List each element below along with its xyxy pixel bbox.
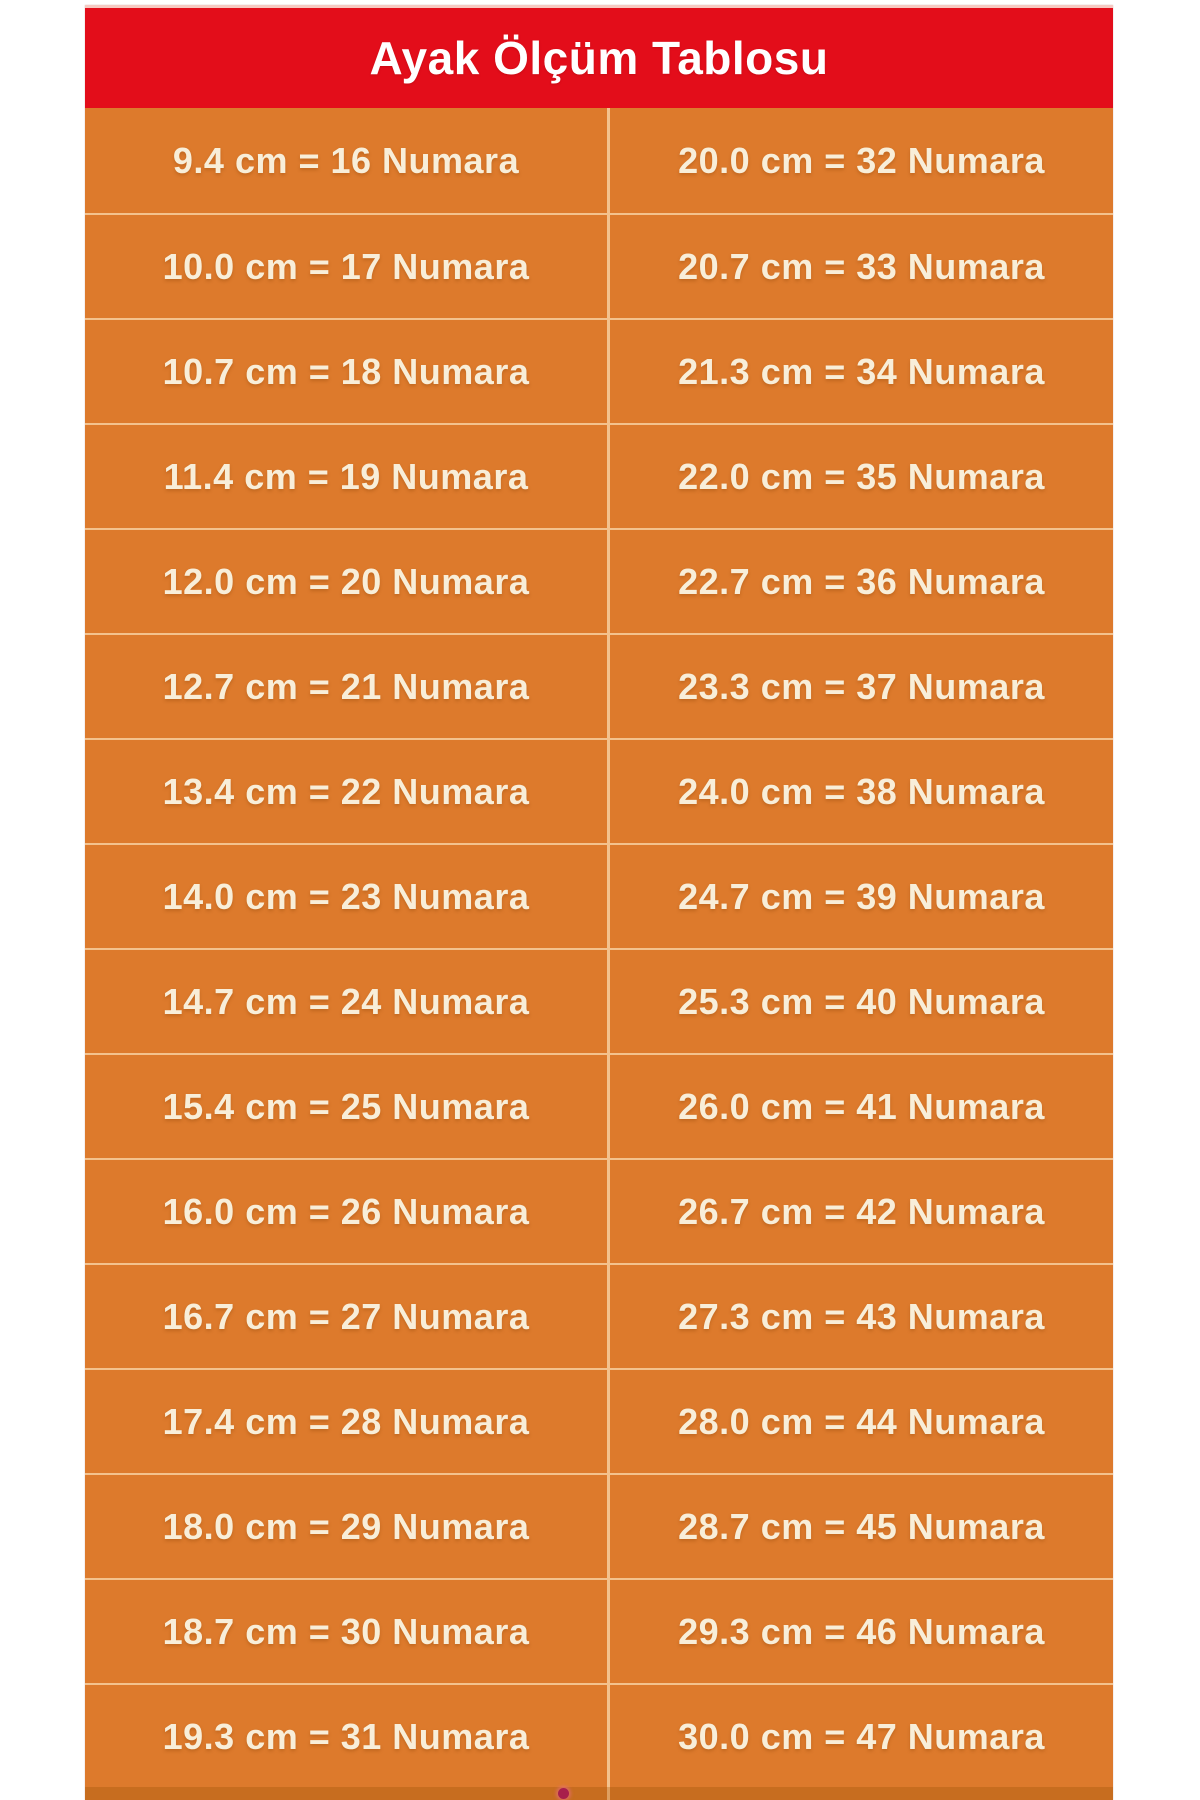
table-cell: 10.0 cm = 17 Numara bbox=[85, 213, 607, 318]
table-cell: 26.7 cm = 42 Numara bbox=[607, 1158, 1113, 1263]
table-cell: 19.3 cm = 31 Numara bbox=[85, 1683, 607, 1788]
table-cell: 14.0 cm = 23 Numara bbox=[85, 843, 607, 948]
conversion-table: 9.4 cm = 16 Numara 20.0 cm = 32 Numara 1… bbox=[85, 108, 1113, 1788]
size-chart-poster: Ayak Ölçüm Tablosu 9.4 cm = 16 Numara 20… bbox=[85, 5, 1113, 1800]
table-cell: 21.3 cm = 34 Numara bbox=[607, 318, 1113, 423]
table-cell: 28.0 cm = 44 Numara bbox=[607, 1368, 1113, 1473]
table-cell: 22.0 cm = 35 Numara bbox=[607, 423, 1113, 528]
table-cell: 12.7 cm = 21 Numara bbox=[85, 633, 607, 738]
table-cell: 11.4 cm = 19 Numara bbox=[85, 423, 607, 528]
table-cell: 14.7 cm = 24 Numara bbox=[85, 948, 607, 1053]
footer-band bbox=[85, 1787, 1113, 1800]
column-divider bbox=[607, 1787, 610, 1800]
table-cell: 27.3 cm = 43 Numara bbox=[607, 1263, 1113, 1368]
table-cell: 10.7 cm = 18 Numara bbox=[85, 318, 607, 423]
table-cell: 29.3 cm = 46 Numara bbox=[607, 1578, 1113, 1683]
table-cell: 23.3 cm = 37 Numara bbox=[607, 633, 1113, 738]
table-cell: 25.3 cm = 40 Numara bbox=[607, 948, 1113, 1053]
table-cell: 18.7 cm = 30 Numara bbox=[85, 1578, 607, 1683]
table-cell: 16.0 cm = 26 Numara bbox=[85, 1158, 607, 1263]
table-cell: 30.0 cm = 47 Numara bbox=[607, 1683, 1113, 1788]
table-cell: 24.7 cm = 39 Numara bbox=[607, 843, 1113, 948]
table-cell: 13.4 cm = 22 Numara bbox=[85, 738, 607, 843]
table-cell: 12.0 cm = 20 Numara bbox=[85, 528, 607, 633]
table-cell: 17.4 cm = 28 Numara bbox=[85, 1368, 607, 1473]
table-cell: 24.0 cm = 38 Numara bbox=[607, 738, 1113, 843]
table-cell: 18.0 cm = 29 Numara bbox=[85, 1473, 607, 1578]
table-cell: 20.7 cm = 33 Numara bbox=[607, 213, 1113, 318]
table-cell: 15.4 cm = 25 Numara bbox=[85, 1053, 607, 1158]
table-cell: 9.4 cm = 16 Numara bbox=[172, 139, 520, 181]
table-cell: 16.7 cm = 27 Numara bbox=[85, 1263, 607, 1368]
table-cell: 26.0 cm = 41 Numara bbox=[607, 1053, 1113, 1158]
table-header: Ayak Ölçüm Tablosu bbox=[85, 5, 1113, 108]
watermark-dot-icon bbox=[558, 1788, 569, 1799]
page-title: Ayak Ölçüm Tablosu bbox=[369, 32, 829, 84]
table-cell: 20.0 cm = 32 Numara bbox=[607, 108, 1113, 213]
table-cell: 22.7 cm = 36 Numara bbox=[607, 528, 1113, 633]
table-cell: 28.7 cm = 45 Numara bbox=[607, 1473, 1113, 1578]
